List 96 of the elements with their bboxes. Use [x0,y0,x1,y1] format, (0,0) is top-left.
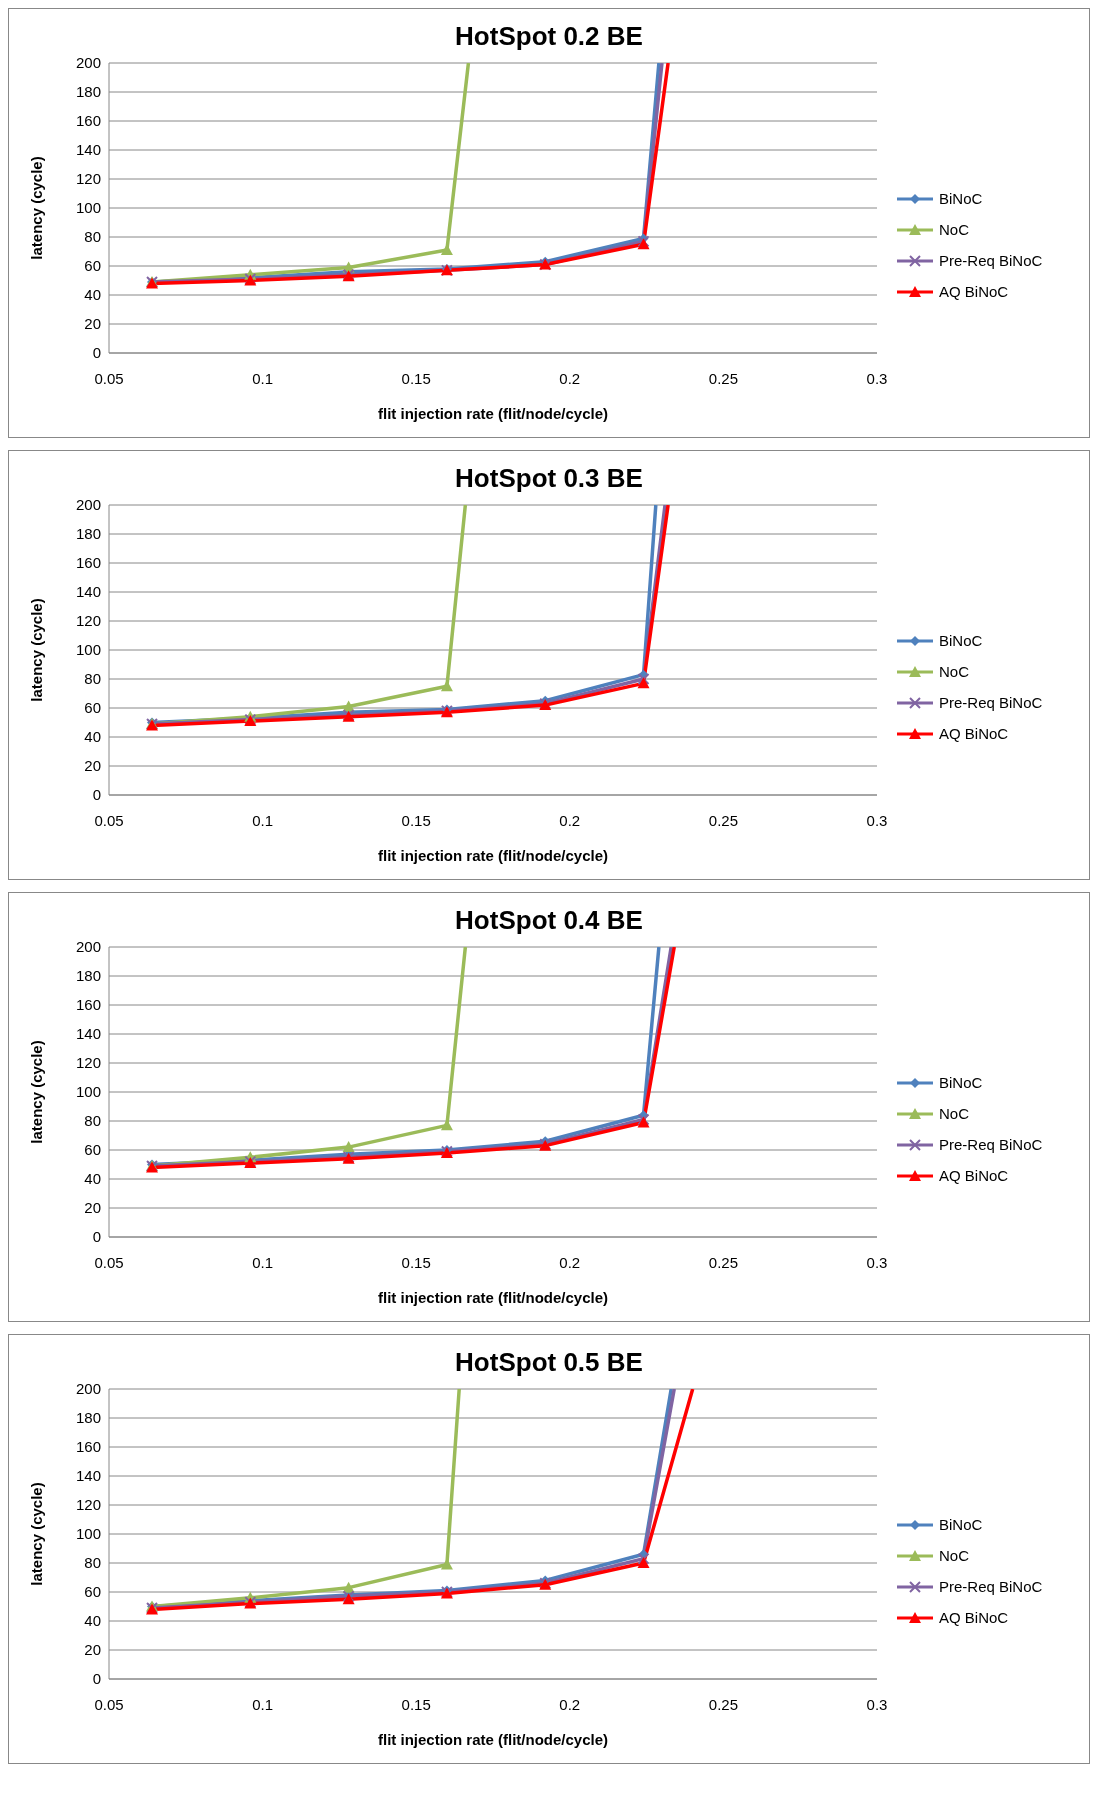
y-tick-label: 160 [75,112,101,130]
legend-label: Pre-Req BiNoC [939,252,1043,269]
y-tick-label: 20 [84,1199,101,1217]
x-tick-label: 0.1 [252,369,274,387]
legend-label: Pre-Req BiNoC [939,694,1043,711]
y-tick-label: 20 [84,757,101,775]
y-axis-title: latency (cycle) [28,1040,46,1144]
y-tick-label: 140 [75,1467,101,1485]
y-tick-label: 200 [75,938,101,956]
y-tick-label: 40 [84,1170,101,1188]
y-tick-label: 0 [92,1228,101,1246]
y-tick-label: 200 [75,54,101,72]
x-tick-label: 0.3 [866,1253,888,1271]
legend-label: BiNoC [939,1516,983,1533]
y-tick-label: 60 [84,257,101,275]
y-tick-label: 120 [75,1496,101,1514]
legend-label: AQ BiNoC [939,725,1009,742]
y-axis-title: latency (cycle) [28,598,46,702]
y-tick-label: 0 [92,344,101,362]
y-tick-label: 180 [75,83,101,101]
x-tick-label: 0.3 [866,1695,888,1713]
y-axis-title: latency (cycle) [28,1482,46,1586]
chart-title: HotSpot 0.4 BE [455,905,643,935]
y-tick-label: 100 [75,1525,101,1543]
x-axis-title: flit injection rate (flit/node/cycle) [377,1731,609,1748]
legend-label: AQ BiNoC [939,283,1009,300]
x-tick-label: 0.3 [866,811,888,829]
x-axis-title: flit injection rate (flit/node/cycle) [377,405,609,422]
chart-title: HotSpot 0.2 BE [455,21,643,51]
legend-label: Pre-Req BiNoC [939,1578,1043,1595]
x-tick-label: 0.05 [94,1253,124,1271]
legend-label: BiNoC [939,1074,983,1091]
legend-label: NoC [939,221,970,238]
x-axis-title: flit injection rate (flit/node/cycle) [377,1289,609,1306]
x-axis-title: flit injection rate (flit/node/cycle) [377,847,609,864]
y-tick-label: 0 [92,786,101,804]
y-tick-label: 40 [84,728,101,746]
x-tick-label: 0.15 [401,1695,431,1713]
x-tick-label: 0.2 [559,369,581,387]
x-tick-label: 0.05 [94,1695,124,1713]
x-tick-label: 0.25 [708,369,738,387]
x-tick-label: 0.05 [94,369,124,387]
x-tick-label: 0.1 [252,1253,274,1271]
y-tick-label: 140 [75,1025,101,1043]
y-axis-title: latency (cycle) [28,156,46,260]
y-tick-label: 80 [84,228,101,246]
y-tick-label: 160 [75,996,101,1014]
x-tick-label: 0.25 [708,811,738,829]
y-tick-label: 80 [84,1554,101,1572]
legend-label: AQ BiNoC [939,1167,1009,1184]
y-tick-label: 200 [75,1380,101,1398]
x-tick-label: 0.2 [559,1695,581,1713]
x-tick-label: 0.1 [252,811,274,829]
y-tick-label: 140 [75,583,101,601]
legend-label: NoC [939,1547,970,1564]
y-tick-label: 120 [75,170,101,188]
y-tick-label: 100 [75,199,101,217]
y-tick-label: 180 [75,1409,101,1427]
y-tick-label: 180 [75,525,101,543]
y-tick-label: 120 [75,612,101,630]
legend-label: AQ BiNoC [939,1609,1009,1626]
legend-label: BiNoC [939,190,983,207]
y-tick-label: 0 [92,1670,101,1688]
y-tick-label: 100 [75,641,101,659]
x-tick-label: 0.05 [94,811,124,829]
y-tick-label: 60 [84,699,101,717]
chart-title: HotSpot 0.3 BE [455,463,643,493]
y-tick-label: 100 [75,1083,101,1101]
y-tick-label: 160 [75,554,101,572]
y-tick-label: 40 [84,1612,101,1630]
x-tick-label: 0.15 [401,1253,431,1271]
y-tick-label: 120 [75,1054,101,1072]
x-tick-label: 0.2 [559,1253,581,1271]
y-tick-label: 180 [75,967,101,985]
y-tick-label: 60 [84,1141,101,1159]
x-tick-label: 0.15 [401,811,431,829]
y-tick-label: 140 [75,141,101,159]
x-tick-label: 0.25 [708,1253,738,1271]
legend-label: NoC [939,663,970,680]
x-tick-label: 0.1 [252,1695,274,1713]
y-tick-label: 200 [75,496,101,514]
y-tick-label: 20 [84,315,101,333]
legend-label: BiNoC [939,632,983,649]
y-tick-label: 40 [84,286,101,304]
y-tick-label: 60 [84,1583,101,1601]
x-tick-label: 0.15 [401,369,431,387]
y-tick-label: 80 [84,1112,101,1130]
chart-title: HotSpot 0.5 BE [455,1347,643,1377]
x-tick-label: 0.3 [866,369,888,387]
y-tick-label: 80 [84,670,101,688]
legend-label: NoC [939,1105,970,1122]
x-tick-label: 0.2 [559,811,581,829]
y-tick-label: 160 [75,1438,101,1456]
legend-label: Pre-Req BiNoC [939,1136,1043,1153]
y-tick-label: 20 [84,1641,101,1659]
x-tick-label: 0.25 [708,1695,738,1713]
